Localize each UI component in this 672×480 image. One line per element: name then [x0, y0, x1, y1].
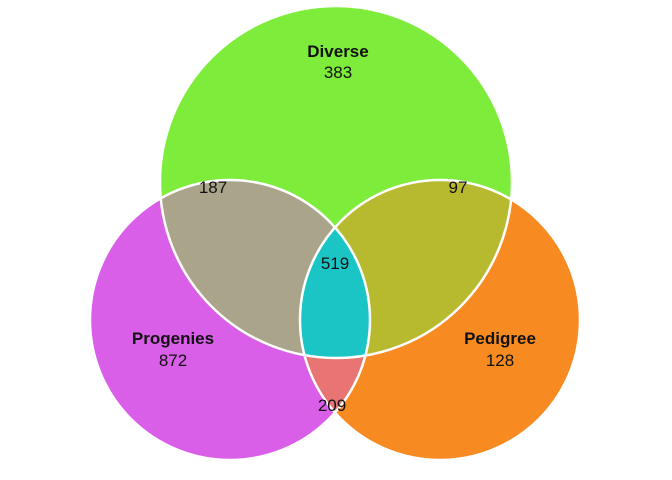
- diverse-only-count: 383: [324, 63, 352, 82]
- pedigree-only-count: 128: [486, 351, 514, 370]
- diverse-progenies-count: 187: [199, 178, 227, 197]
- all-three-count: 519: [321, 254, 349, 273]
- diverse-progenies-overlap: [160, 180, 370, 358]
- progenies-only-count: 872: [159, 351, 187, 370]
- diverse-pedigree-count: 97: [449, 178, 468, 197]
- diverse-label: Diverse: [307, 42, 368, 61]
- progenies-outline: [88, 178, 372, 462]
- pedigree-label: Pedigree: [464, 329, 536, 348]
- progenies-pedigree-count: 209: [318, 396, 346, 415]
- diverse-outline: [158, 4, 514, 360]
- progenies-label: Progenies: [132, 329, 214, 348]
- pedigree-outline: [298, 178, 582, 462]
